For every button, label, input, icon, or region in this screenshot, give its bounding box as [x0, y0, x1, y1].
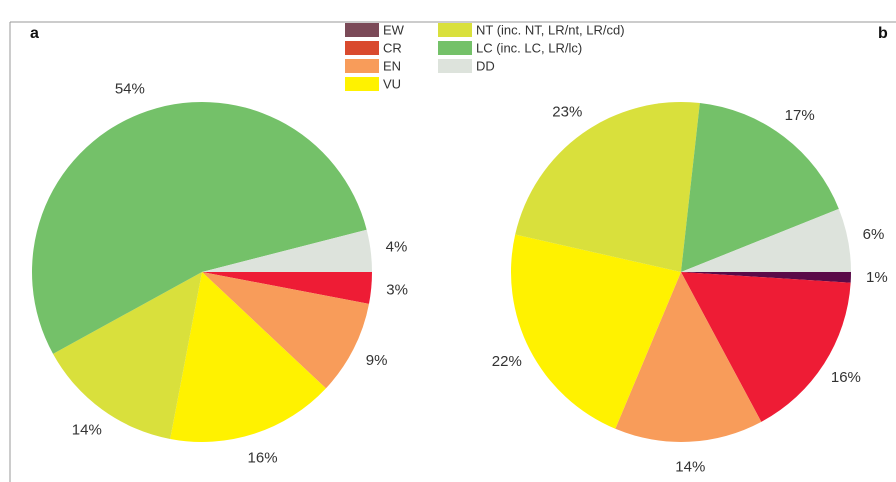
- pie-slice: [681, 272, 851, 422]
- legend-label: DD: [476, 58, 495, 73]
- legend-label: VU: [383, 76, 401, 91]
- pie-slice: [202, 229, 372, 272]
- pie-slice: [515, 102, 700, 272]
- pie-slice: [681, 103, 839, 273]
- value-label: 6%: [863, 226, 885, 243]
- pie-slice: [170, 272, 326, 442]
- value-label: 4%: [386, 238, 408, 255]
- panel-label: b: [878, 25, 888, 42]
- pie-slice: [202, 272, 369, 389]
- value-label: 14%: [72, 422, 102, 439]
- value-label: 16%: [831, 369, 861, 386]
- pie-slice: [202, 272, 372, 304]
- legend-label: EN: [383, 58, 401, 73]
- value-label: 17%: [785, 107, 815, 124]
- legend-swatch: [438, 59, 472, 73]
- legend-label: CR: [383, 40, 402, 55]
- value-label: 23%: [552, 103, 582, 120]
- value-label: 1%: [866, 269, 888, 286]
- legend-label: EW: [383, 22, 405, 37]
- value-label: 16%: [248, 449, 278, 466]
- legend-label: LC (inc. LC, LR/lc): [476, 40, 582, 55]
- pie-slice: [53, 272, 202, 439]
- value-label: 3%: [386, 281, 408, 298]
- legend-swatch: [345, 77, 379, 91]
- panel-label: a: [30, 25, 39, 42]
- pie-slice: [32, 102, 367, 354]
- value-label: 14%: [675, 459, 705, 476]
- pie-slice: [615, 272, 762, 443]
- legend-swatch: [438, 23, 472, 37]
- legend-swatch: [345, 23, 379, 37]
- legend-swatch: [345, 59, 379, 73]
- pie-slice: [681, 208, 851, 272]
- pie-slice: [681, 272, 851, 283]
- value-label: 22%: [492, 353, 522, 370]
- legend-swatch: [345, 41, 379, 55]
- legend-swatch: [438, 41, 472, 55]
- pie-slice: [511, 234, 681, 429]
- value-label: 54%: [115, 81, 145, 98]
- legend-label: NT (inc. NT, LR/nt, LR/cd): [476, 22, 625, 37]
- value-label: 9%: [366, 352, 388, 369]
